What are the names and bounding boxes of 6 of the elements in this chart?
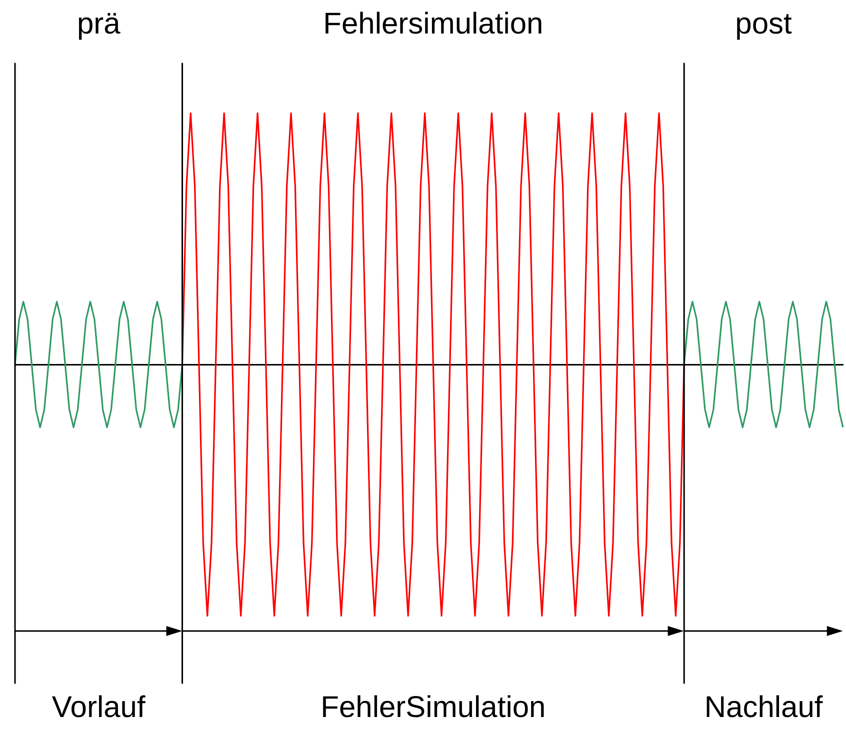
text: FehlerSimulation [320, 691, 546, 724]
text: post [735, 7, 793, 40]
text: Nachlauf [704, 691, 824, 724]
text: Vorlauf [52, 691, 146, 724]
text: prä [76, 7, 121, 40]
text: Fehlersimulation [323, 7, 544, 40]
